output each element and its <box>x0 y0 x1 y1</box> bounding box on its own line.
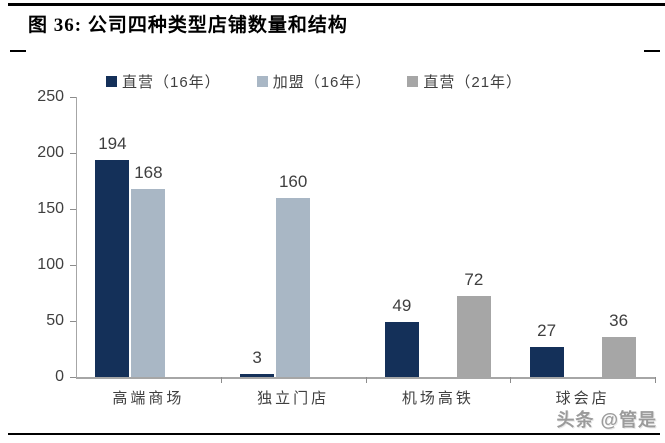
bar-value-label: 168 <box>134 162 163 182</box>
bar <box>276 197 311 377</box>
bar <box>240 373 275 377</box>
x-axis-tick <box>510 377 512 383</box>
figure-title: 图 36: 公司四种类型店铺数量和结构 <box>28 15 348 36</box>
bar-value-label: 27 <box>537 320 557 340</box>
legend-swatch-icon <box>256 76 268 87</box>
y-tick-label: 200 <box>37 144 64 161</box>
y-axis-tick <box>70 153 76 154</box>
x-category-label: 球会店 <box>555 390 610 407</box>
legend-label: 加盟（16年） <box>272 74 372 91</box>
top-rule <box>8 3 665 6</box>
bar <box>529 346 564 377</box>
bar <box>601 336 636 377</box>
legend-label: 直营（21年） <box>423 74 523 91</box>
bar <box>384 322 419 377</box>
bar-value-label: 72 <box>464 270 484 290</box>
y-axis <box>76 97 77 378</box>
bar-value-label: 160 <box>278 171 308 191</box>
bar-value-label: 194 <box>98 133 127 153</box>
x-category-label: 独立门店 <box>257 390 330 407</box>
bar-value-label: 36 <box>609 310 629 330</box>
legend-swatch-icon <box>407 76 419 87</box>
y-axis-tick <box>70 97 76 98</box>
x-category-label: 高端商场 <box>112 390 185 407</box>
x-axis-tick <box>365 377 367 383</box>
y-tick-label: 150 <box>37 200 64 217</box>
y-tick-label: 50 <box>46 312 64 329</box>
bar <box>95 159 130 377</box>
legend-item-2: 直营（21年） <box>407 71 522 92</box>
bar <box>131 188 166 377</box>
legend-item-0: 直营（16年） <box>106 71 221 92</box>
y-tick-label: 100 <box>37 256 64 273</box>
title-underline-left-dash <box>10 50 26 52</box>
chart-legend: 直营（16年） 加盟（16年） 直营（21年） <box>106 71 522 92</box>
watermark: 头条 @管是 <box>556 410 657 430</box>
y-axis-tick <box>70 377 76 378</box>
x-axis-tick <box>220 377 222 383</box>
y-tick-label: 250 <box>37 88 64 105</box>
x-axis-tick <box>655 377 656 383</box>
y-axis-tick <box>70 265 76 266</box>
y-axis-tick <box>70 321 76 322</box>
y-tick-label: 0 <box>55 368 64 385</box>
y-axis-tick <box>70 209 76 210</box>
legend-label: 直营（16年） <box>122 74 221 91</box>
legend-swatch-icon <box>106 76 117 87</box>
legend-item-1: 加盟（16年） <box>256 71 372 92</box>
bar-value-label: 3 <box>252 347 262 367</box>
bar <box>456 296 491 377</box>
x-category-label: 机场高铁 <box>401 390 474 407</box>
bar-value-label: 49 <box>392 296 412 316</box>
bottom-rule <box>8 433 660 435</box>
title-underline-right-dash <box>644 50 660 52</box>
